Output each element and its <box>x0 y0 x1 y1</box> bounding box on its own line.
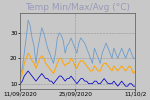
Title: Temp Min/Max/Avg (°C): Temp Min/Max/Avg (°C) <box>25 4 130 12</box>
